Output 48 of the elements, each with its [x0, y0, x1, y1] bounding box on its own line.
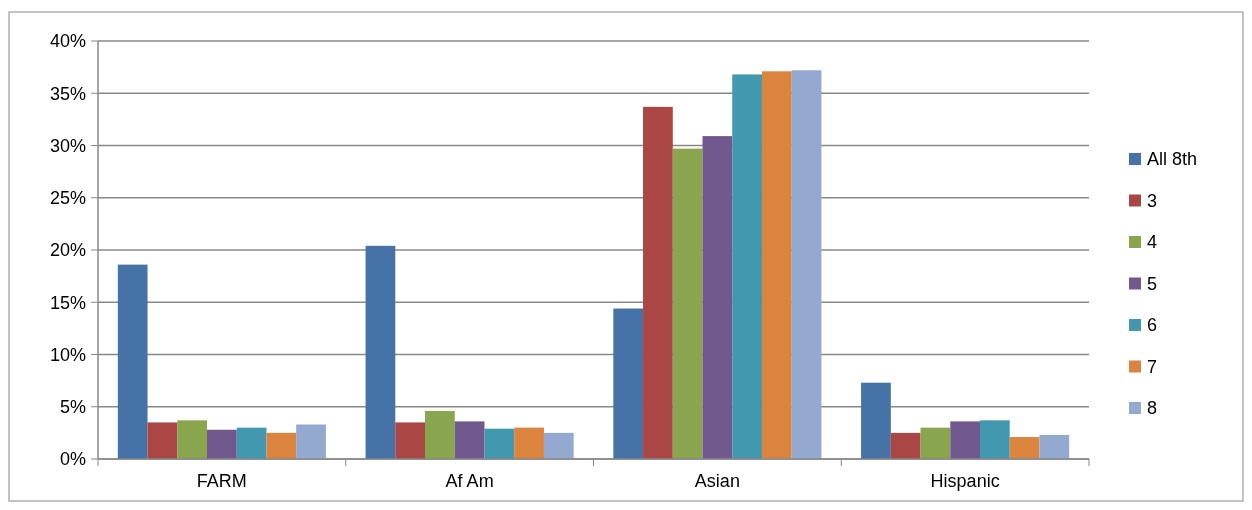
bar	[147, 422, 178, 459]
x-tick-label: Hispanic	[930, 471, 1000, 491]
bar	[514, 427, 544, 459]
legend-label: 4	[1147, 232, 1158, 253]
y-tick-label: 0%	[59, 449, 86, 470]
bar	[950, 421, 980, 459]
bar	[395, 422, 426, 459]
x-tick-label: Asian	[694, 471, 740, 491]
y-tick-label: 30%	[49, 135, 86, 156]
bar	[484, 428, 515, 459]
legend-label: 3	[1147, 190, 1158, 211]
bar	[236, 427, 267, 459]
bar	[979, 420, 1010, 459]
bar	[702, 136, 733, 459]
legend-label: 6	[1147, 315, 1158, 336]
bar	[425, 410, 455, 459]
bar	[1039, 434, 1070, 459]
bar	[791, 70, 822, 459]
legend-label: 7	[1147, 356, 1158, 377]
bar	[177, 420, 208, 459]
y-tick-label: 35%	[49, 83, 86, 104]
bar	[861, 382, 891, 459]
y-tick-label: 25%	[49, 188, 86, 209]
bar	[920, 427, 951, 459]
bar	[643, 106, 673, 459]
bar	[454, 421, 485, 459]
bar	[266, 432, 297, 459]
bar	[613, 308, 644, 459]
bar	[761, 71, 792, 459]
x-tick-label: Af Am	[445, 471, 494, 491]
bar	[1009, 437, 1040, 459]
bar	[732, 74, 762, 459]
legend-label: 8	[1147, 398, 1158, 419]
bar	[296, 424, 326, 459]
y-tick-label: 40%	[49, 31, 86, 52]
legend-label: All 8th	[1147, 149, 1198, 170]
bar	[117, 264, 148, 459]
x-tick-label: FARM	[196, 471, 247, 491]
bar	[365, 245, 396, 459]
y-tick-label: 10%	[49, 344, 86, 365]
bar	[207, 429, 237, 459]
y-tick-label: 20%	[49, 240, 86, 261]
legend-label: 5	[1147, 273, 1158, 294]
y-tick-label: 15%	[49, 292, 86, 313]
y-tick-label: 5%	[59, 397, 86, 418]
bar	[890, 432, 921, 459]
bar	[672, 148, 703, 459]
bar	[543, 432, 574, 459]
